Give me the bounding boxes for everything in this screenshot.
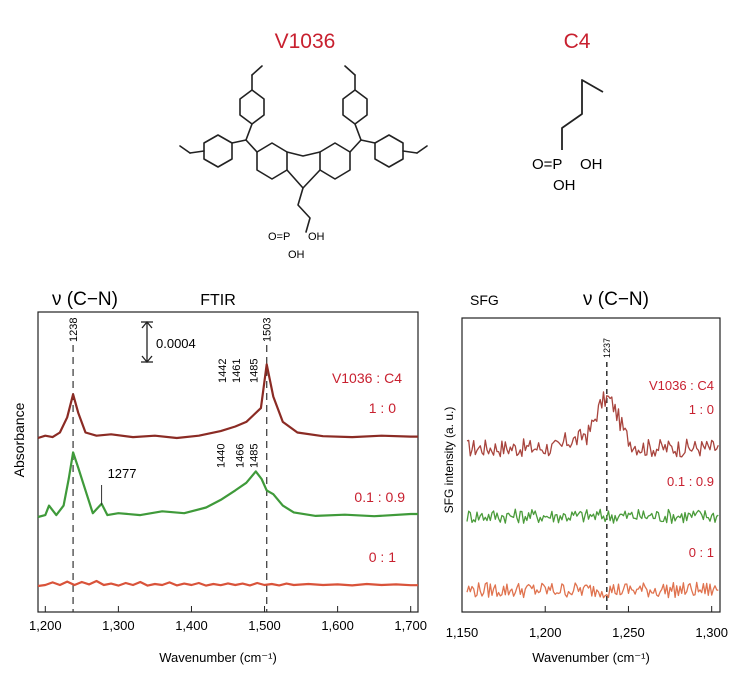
ftir-xlabel: Wavenumber (cm⁻¹) [159,650,277,665]
sfg-series-label-2: 0.1 : 0.9 [667,474,714,489]
ftir-series [37,363,418,588]
ftir-x-tick-label: 1,300 [102,618,135,633]
sfg-x-tick-label: 1,300 [695,625,728,640]
ftir-peak-label: 1485 [249,444,261,468]
sfg-legend-header: V1036 : C4 [649,378,714,393]
ftir-peak-label: 1461 [231,359,243,383]
molecule-v1036-structure [179,65,428,233]
molecule-c4-chain [561,79,604,150]
sfg-mode-label: ν (C−N) [583,289,649,310]
ftir-panel: ν (C−N) FTIR Absorbance 1238 1442 1461 1485… [11,289,427,665]
ftir-plot-frame [37,311,419,613]
ftir-series-label-2: 0.1 : 0.9 [354,489,405,505]
molecule-c4: C4 O=P OH OH [532,30,604,194]
ftir-peak-label: 1466 [235,444,247,468]
ftir-dashed-lines [72,345,268,612]
ftir-x-tick-label: 1,400 [175,618,208,633]
ftir-series-label-1: 1 : 0 [369,400,396,416]
sfg-x-tick-label: 1,200 [529,625,562,640]
ftir-x-tick-label: 1,200 [29,618,62,633]
ftir-peak-label: 1485 [249,359,261,383]
molecule-v1036-po: O=P [268,231,290,243]
ftir-scale-bar-label: 0.0004 [156,336,196,351]
sfg-x-tick-label: 1,150 [446,625,479,640]
molecule-c4-label: C4 [564,30,591,53]
molecule-v1036-oh1: OH [308,231,325,243]
ftir-x-tick-label: 1,500 [248,618,281,633]
ftir-peak-label: 1238 [68,318,80,342]
molecule-v1036-label: V1036 [275,30,336,53]
molecule-c4-po: O=P [532,156,562,173]
ftir-ylabel: Absorbance [11,402,27,477]
molecule-c4-oh2: OH [553,177,576,194]
ftir-x-ticks: 1,200 1,300 1,400 1,500 1,600 1,700 [29,606,427,633]
sfg-ylabel: SFG intensity (a. u.) [442,407,456,514]
ftir-peak-label: 1442 [217,359,229,383]
sfg-series [466,391,719,599]
ftir-x-tick-label: 1,700 [394,618,427,633]
sfg-peak-labels: 1237 [602,338,612,358]
ftir-title: FTIR [200,292,236,309]
ftir-peak-label: 1503 [262,318,274,342]
ftir-legend-header: V1036 : C4 [332,370,402,386]
sfg-series-label-3: 0 : 1 [689,545,714,560]
ftir-mode-label: ν (C−N) [52,289,118,310]
sfg-title: SFG [470,292,499,308]
sfg-panel: SFG ν (C−N) SFG intensity (a. u.) 1237 1… [442,289,728,665]
ftir-series-line-1 [37,363,418,440]
sfg-series-line-3 [466,581,719,599]
sfg-x-ticks: 1,150 1,200 1,250 1,300 [446,606,728,640]
ftir-series-line-3 [37,579,418,588]
molecule-v1036: V1036 [179,30,428,261]
ftir-series-line-2 [37,451,418,519]
sfg-series-label-1: 1 : 0 [689,402,714,417]
sfg-plot-frame [461,317,721,613]
sfg-peak-label: 1237 [602,338,612,358]
sfg-x-tick-label: 1,250 [612,625,645,640]
sfg-xlabel: Wavenumber (cm⁻¹) [532,650,650,665]
ftir-x-tick-label: 1,600 [321,618,354,633]
ftir-scale-bar [141,320,153,364]
sfg-series-line-2 [466,508,719,524]
molecule-c4-oh1: OH [580,156,603,173]
ftir-peak-label: 1277 [108,466,137,481]
sfg-series-line-1 [466,391,719,458]
ftir-peak-label: 1440 [216,444,228,468]
molecule-v1036-oh2: OH [288,249,305,261]
ftir-series-label-3: 0 : 1 [369,549,396,565]
